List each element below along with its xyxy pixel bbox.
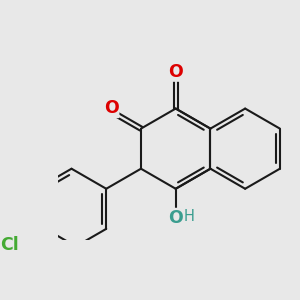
Text: H: H [184,209,194,224]
Text: O: O [168,63,183,81]
Text: Cl: Cl [0,236,19,253]
Text: O: O [104,99,119,117]
Text: O: O [168,208,183,226]
